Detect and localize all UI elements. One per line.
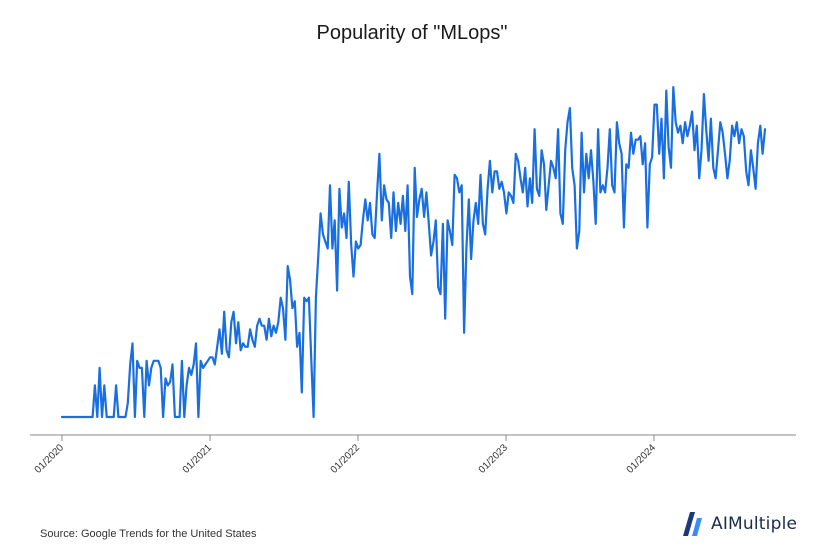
source-note: Source: Google Trends for the United Sta… (40, 528, 257, 540)
x-tick-label-2: 01/2022 (329, 442, 363, 476)
x-tick-label-0: 01/2020 (33, 442, 67, 476)
series-line-mlops (60, 86, 767, 419)
chart-title: Popularity of "MLops" (316, 22, 508, 44)
x-tick-label-4: 01/2024 (625, 442, 659, 476)
x-tick-label-1: 01/2021 (181, 442, 215, 476)
brand-name: AIMultiple (711, 514, 798, 534)
aimultiple-logo-icon (683, 512, 702, 536)
brand-logo[interactable]: AIMultiple (683, 512, 797, 536)
x-axis-ticks: 01/2020 01/2021 01/2022 01/2023 01/2024 (33, 435, 659, 476)
x-tick-label-3: 01/2023 (477, 442, 511, 476)
